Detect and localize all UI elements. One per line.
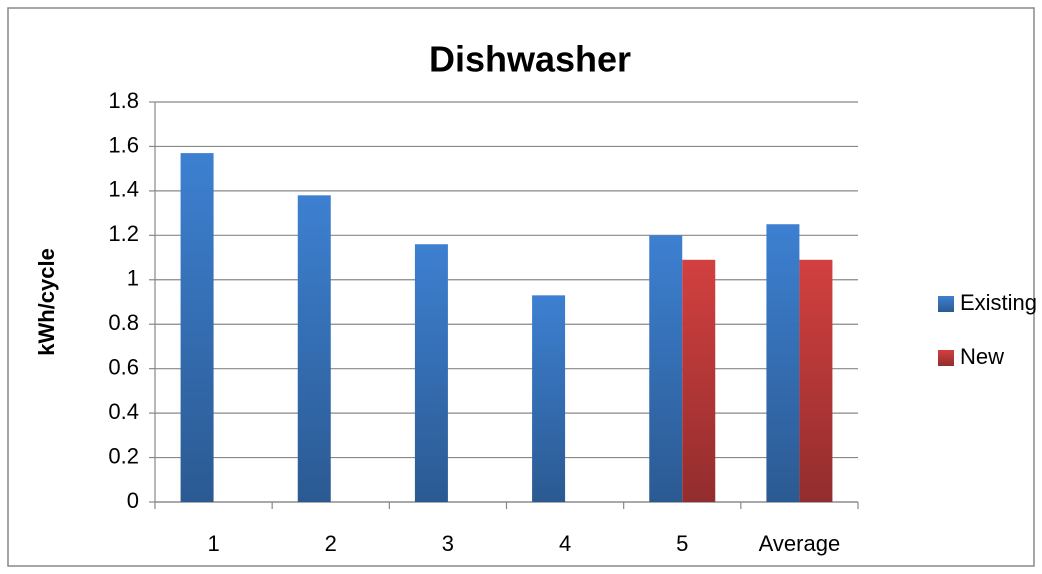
y-tick-label: 1.8	[108, 88, 139, 113]
x-tick-label: Average	[759, 531, 841, 556]
legend-swatch	[938, 350, 954, 366]
bar	[180, 153, 214, 502]
bar	[414, 244, 448, 502]
x-tick-label: 4	[559, 531, 571, 556]
legend-swatch	[938, 296, 954, 312]
x-tick-label: 1	[207, 531, 219, 556]
x-tick-label: 2	[325, 531, 337, 556]
y-axis-title: kWh/cycle	[34, 248, 59, 356]
bar	[682, 259, 716, 502]
bar	[766, 224, 800, 502]
y-tick-label: 1.6	[108, 132, 139, 157]
x-tick-label: 3	[442, 531, 454, 556]
y-tick-label: 0.4	[108, 399, 139, 424]
chart-frame	[7, 7, 1035, 567]
bar	[297, 195, 331, 503]
y-tick-label: 0.6	[108, 354, 139, 379]
y-tick-label: 0.8	[108, 310, 139, 335]
bar	[649, 235, 683, 503]
y-tick-label: 0	[127, 488, 139, 513]
y-tick-label: 1.4	[108, 177, 139, 202]
bar	[532, 295, 566, 502]
x-tick-label: 5	[676, 531, 688, 556]
legend-label: New	[960, 344, 1004, 369]
y-tick-label: 1	[127, 266, 139, 291]
legend-label: Existing	[960, 290, 1037, 315]
y-tick-label: 1.2	[108, 221, 139, 246]
bar	[799, 259, 833, 502]
chart-title: Dishwasher	[429, 39, 631, 80]
y-tick-label: 0.2	[108, 443, 139, 468]
